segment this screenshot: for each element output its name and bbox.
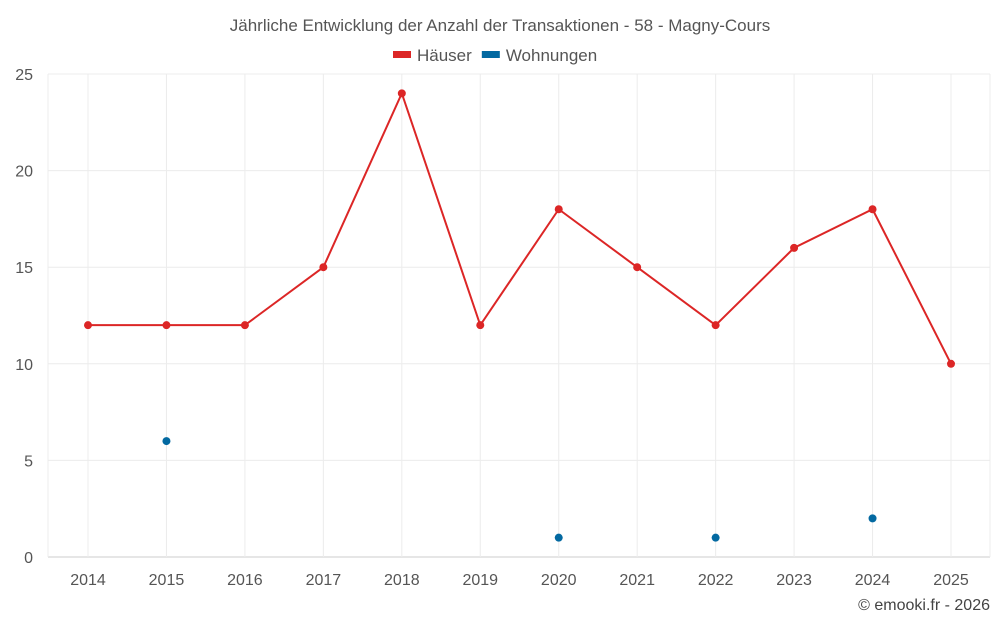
chart-title: Jährliche Entwicklung der Anzahl der Tra…: [230, 16, 771, 35]
grid: [47, 73, 991, 558]
x-tick-label: 2017: [306, 572, 342, 589]
data-point: [554, 533, 563, 542]
legend-label: Wohnungen: [506, 46, 597, 65]
data-point: [554, 205, 563, 214]
credit-text: © emooki.fr - 2026: [858, 597, 990, 614]
y-tick-label: 10: [15, 357, 33, 374]
y-tick-label: 5: [24, 453, 33, 470]
y-tick-label: 25: [15, 67, 33, 84]
x-tick-label: 2016: [227, 572, 263, 589]
data-point: [397, 89, 406, 98]
data-point: [633, 263, 642, 272]
y-tick-label: 20: [15, 164, 33, 181]
data-point: [868, 514, 877, 523]
data-point: [476, 321, 485, 330]
legend-swatch: [393, 51, 411, 58]
data-point: [84, 321, 92, 330]
x-tick-label: 2020: [541, 572, 577, 589]
y-tick-label: 0: [24, 550, 33, 567]
series-group: [84, 89, 955, 542]
x-tick-label: 2024: [855, 572, 891, 589]
data-point: [711, 321, 720, 330]
legend-swatch: [481, 51, 500, 58]
data-point: [162, 437, 171, 446]
x-tick-label: 2018: [384, 572, 420, 589]
y-tick-label: 15: [15, 260, 33, 277]
x-tick-label: 2021: [619, 572, 655, 589]
series-line-häuser: [88, 90, 952, 365]
data-point: [868, 205, 877, 214]
data-point: [162, 321, 171, 330]
data-point: [319, 263, 328, 272]
x-tick-label: 2025: [933, 572, 969, 589]
data-point: [711, 533, 720, 542]
x-tick-label: 2015: [149, 572, 185, 589]
legend: Häuser Wohnungen: [393, 46, 597, 65]
legend-label: Häuser: [417, 46, 472, 65]
x-tick-label: 2022: [698, 572, 734, 589]
x-tick-label: 2023: [776, 572, 812, 589]
data-point: [790, 243, 799, 252]
data-point: [947, 359, 955, 368]
x-tick-label: 2014: [70, 572, 106, 589]
data-point: [240, 321, 249, 330]
x-tick-label: 2019: [462, 572, 498, 589]
